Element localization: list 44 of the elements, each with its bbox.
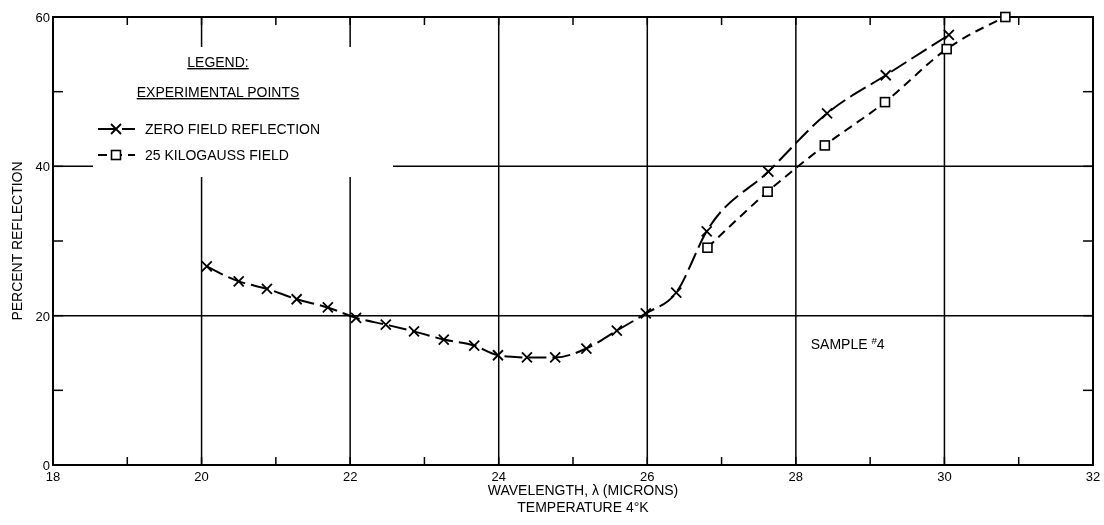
point bbox=[762, 186, 773, 198]
point bbox=[549, 351, 562, 364]
point bbox=[879, 96, 891, 108]
annotation: EXPERIMENTAL POINTS bbox=[136, 84, 300, 100]
point bbox=[580, 342, 593, 355]
point bbox=[290, 293, 303, 306]
annotation: SAMPLE $^{#}$4 bbox=[810, 334, 885, 353]
point bbox=[702, 242, 713, 254]
legend-label: 25 KILOGAUSS FIELD bbox=[145, 147, 289, 163]
point bbox=[408, 325, 420, 338]
text: TEMPERATURE 4°K bbox=[517, 499, 650, 515]
x-tick-label: 24 bbox=[491, 469, 506, 484]
point bbox=[321, 301, 334, 314]
point bbox=[1000, 11, 1011, 23]
point bbox=[670, 286, 683, 299]
point bbox=[232, 275, 245, 288]
point bbox=[468, 339, 481, 352]
point bbox=[379, 318, 392, 331]
point bbox=[261, 282, 273, 295]
point bbox=[942, 29, 955, 41]
x-tick-label: 28 bbox=[788, 469, 804, 484]
point bbox=[639, 307, 652, 320]
point bbox=[700, 225, 713, 238]
point bbox=[492, 349, 504, 362]
point bbox=[610, 324, 623, 337]
point bbox=[350, 312, 362, 324]
legend-label: ZERO FIELD REFLECTION bbox=[145, 121, 321, 137]
x-axis-title: WAVELENGTH, λ (MICRONS) bbox=[487, 482, 679, 498]
y-tick-label: 40 bbox=[35, 159, 50, 175]
legend-title: LEGEND: bbox=[187, 54, 249, 70]
y-axis-title: PERCENT REFLECTION bbox=[9, 161, 25, 321]
point bbox=[521, 351, 533, 364]
point bbox=[437, 333, 450, 346]
point bbox=[821, 107, 833, 120]
y-tick-label: 60 bbox=[35, 10, 50, 25]
x-tick-label: 26 bbox=[640, 469, 655, 484]
x-tick-label: 30 bbox=[937, 469, 952, 484]
point bbox=[879, 69, 892, 82]
x-tick-label: 22 bbox=[342, 469, 358, 484]
x-tick-label: 32 bbox=[1085, 469, 1101, 484]
x-tick-label: 20 bbox=[194, 469, 209, 484]
point bbox=[941, 43, 952, 55]
y-tick-label: 20 bbox=[35, 308, 50, 324]
point bbox=[819, 140, 831, 151]
